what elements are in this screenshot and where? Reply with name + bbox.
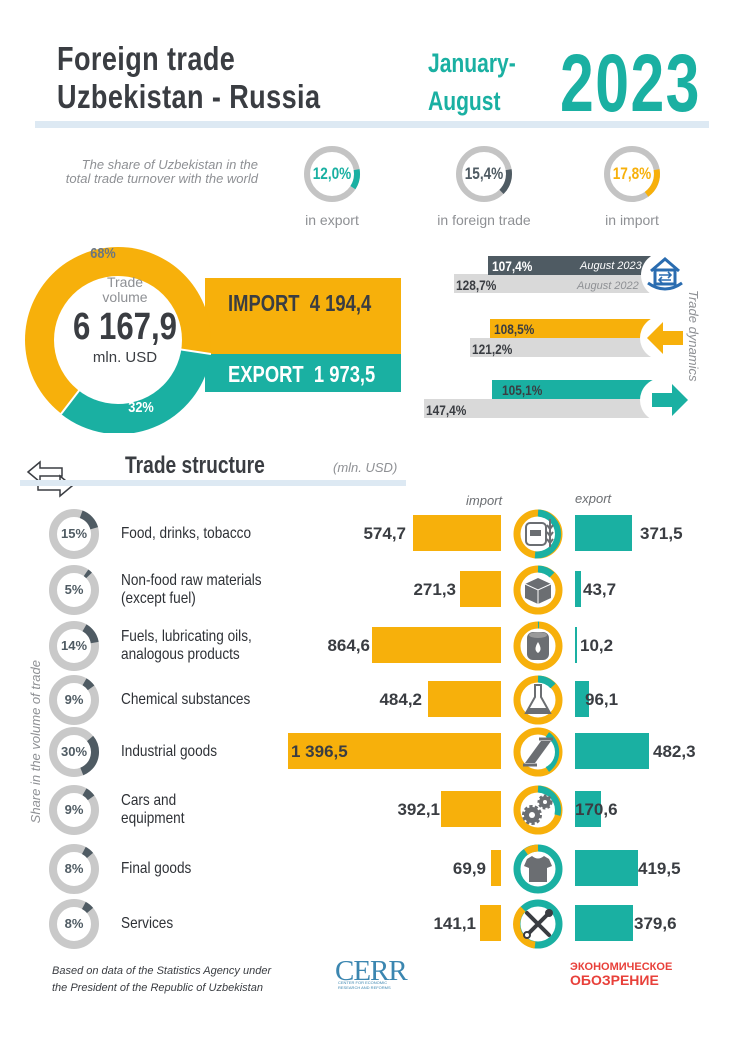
trade-structure-title: Trade structure [125,452,265,479]
export-bar [575,515,632,551]
trade-volume-donut [25,247,211,433]
import-bar [441,791,501,827]
share-export-label: in export [305,212,359,228]
export-total-box: EXPORT 1 973,5 [205,354,401,392]
period-label: January- August [428,48,516,116]
export-column-label: export [575,491,612,506]
export-bar [575,905,633,941]
dyn-import-2023-bar [490,319,656,338]
import-bar [480,905,501,941]
dyn-export-2023-bar [492,380,656,399]
donut-ring-icon [49,509,99,559]
import-label: IMPORT [228,290,300,316]
cerr-logo: CERR [335,955,408,987]
tshirt-icon [513,844,563,894]
share-donut: 30% [48,726,100,778]
import-bar [372,627,501,663]
donut-ring-icon [49,621,99,671]
trade-dynamics-title: Trade dynamics [686,290,701,382]
import-percent: 68% [90,245,116,262]
export-arrow-right-icon [652,384,688,416]
export-label: EXPORT [228,361,304,387]
export-bar [575,791,601,827]
house-exchange-icon [647,257,683,291]
raw-materials-box-icon [513,565,563,615]
donut-ring-icon [456,146,512,202]
share-donut: 14% [48,620,100,672]
structure-row-chemical: 9% Chemical substances 484,2 96,1 [0,674,736,726]
header-divider [35,121,709,128]
donut-ring-icon [49,899,99,949]
food-bag-wheat-icon [513,509,563,559]
export-percent: 32% [128,399,154,416]
eo-logo-line2: ОБОЗРЕНИЕ [570,972,659,988]
trade-volume-value: 6 167,9 [73,306,177,348]
share-trade-label: in foreign trade [437,212,531,228]
donut-ring-icon [49,785,99,835]
gears-icon [513,785,563,835]
page-title: Foreign trade Uzbekistan - Russia [57,40,321,115]
structure-row-services: 8% Services 141,1 379,6 [0,898,736,950]
steel-beam-icon [513,727,563,777]
donut-ring-icon [49,727,99,777]
dyn-total-2023-bar [488,256,659,275]
chemical-flask-icon [513,675,563,725]
share-caption: The share of Uzbekistan in the total tra… [65,157,258,186]
wrench-screwdriver-icon [513,899,563,949]
cerr-subtitle: CENTER FOR ECONOMIC RESEARCH AND REFORMS [338,980,391,990]
share-donut: 8% [48,898,100,950]
structure-row-cars: 9% Cars and equipment 392,1 170,6 [0,784,736,836]
export-bar [575,733,649,769]
share-donut: 5% [48,564,100,616]
share-donut: 9% [48,674,100,726]
structure-row-fuels: 14% Fuels, lubricating oils, analogous pr… [0,620,736,672]
export-bar [575,627,577,663]
eo-logo-line1: ЭКОНОМИЧЕСКОЕ [570,961,673,973]
oil-barrel-icon [513,621,563,671]
structure-divider [20,480,406,486]
export-bar [575,850,638,886]
import-bar [288,733,501,769]
donut-ring-icon [304,146,360,202]
import-arrow-left-icon [647,322,683,354]
structure-row-industrial: 30% Industrial goods 1 396,5 482,3 [0,726,736,778]
share-export-donut: 12,0% [303,145,361,203]
dyn-export-2022-bar [424,399,656,418]
import-total-box: IMPORT 4 194,4 [205,278,401,354]
structure-row-final-goods: 8% Final goods 69,9 419,5 [0,843,736,895]
import-column-label: import [466,493,503,508]
structure-row-raw-materials: 5% Non-food raw materials (except fuel) 2… [0,564,736,616]
share-import-label: in import [605,212,659,228]
import-value: 4 194,4 [309,290,372,316]
import-bar [428,681,501,717]
donut-ring-icon [49,675,99,725]
export-value: 1 973,5 [313,361,376,387]
legend-2023: August 2023 [580,260,642,272]
source-note: Based on data of the Statistics Agency u… [52,965,272,994]
year-label: 2023 [560,38,701,129]
share-import-donut: 17,8% [603,145,661,203]
export-bar [575,571,581,607]
structure-unit: (mln. USD) [333,460,398,475]
structure-row-food: 15% Food, drinks, tobacco 574,7 371,5 [0,508,736,560]
import-bar [460,571,501,607]
donut-ring-icon [49,565,99,615]
import-bar [491,850,501,886]
donut-ring-icon [604,146,660,202]
share-donut: 8% [48,843,100,895]
legend-2022: August 2022 [577,280,639,292]
share-donut: 9% [48,784,100,836]
donut-ring-icon [49,844,99,894]
dyn-total-2022-bar [454,274,659,293]
share-donut: 15% [48,508,100,560]
export-bar [575,681,589,717]
trade-volume-center: Trade volume 6 167,9 mln. USD [73,274,177,367]
share-trade-donut: 15,4% [455,145,513,203]
exchange-arrows-icon [26,460,74,498]
dyn-import-2022-bar [470,338,656,357]
import-bar [413,515,501,551]
